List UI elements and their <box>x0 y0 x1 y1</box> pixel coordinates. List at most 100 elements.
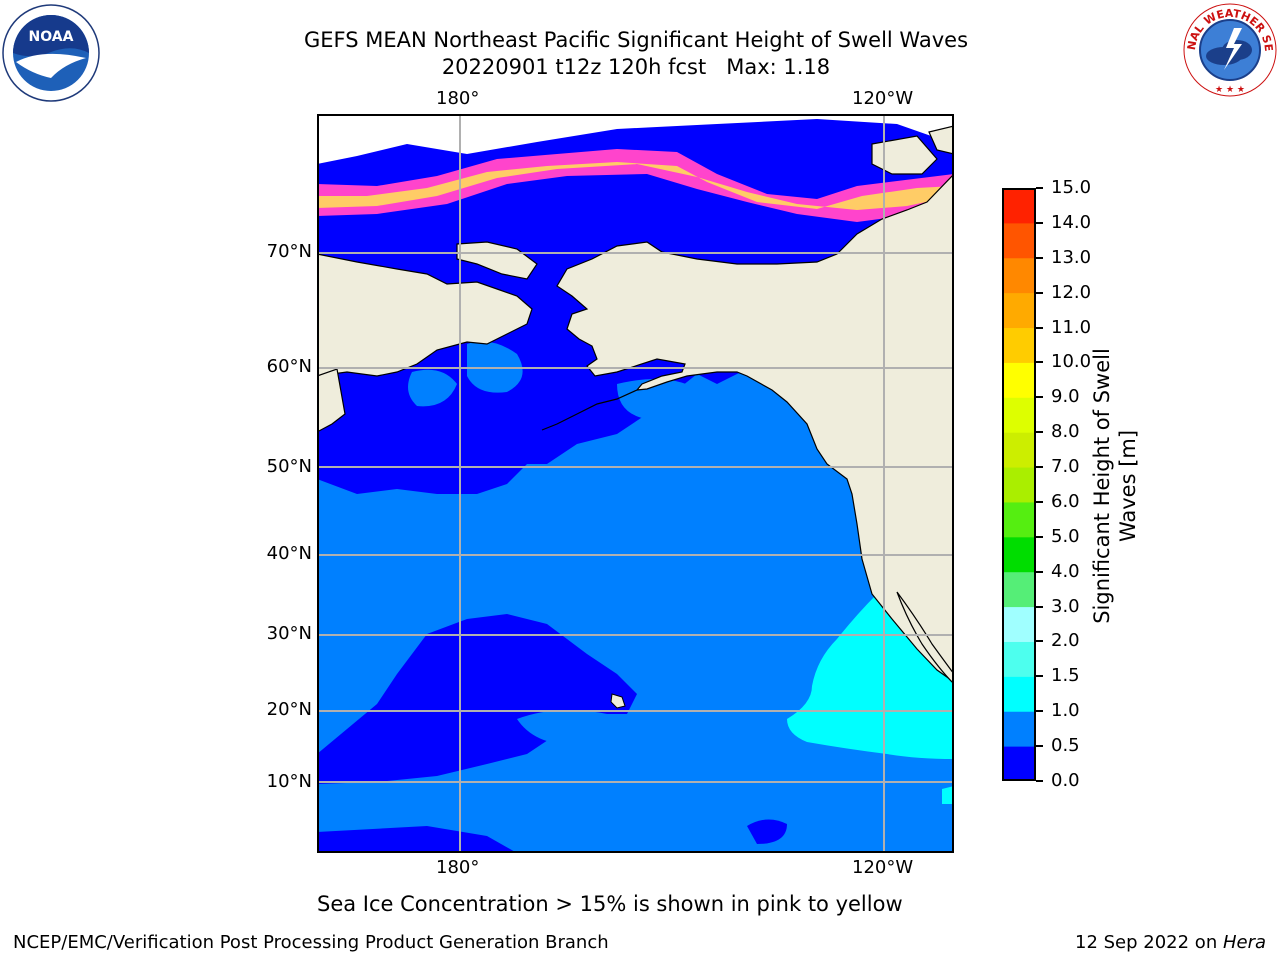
colorbar-segment <box>1003 711 1035 747</box>
lat-label-60n: 60°N <box>266 356 312 377</box>
lon-label-bottom-180: 180° <box>436 857 480 878</box>
low-swell-tropics <box>317 614 637 784</box>
colorbar-tick-label: 13.0 <box>1051 246 1092 268</box>
high-swell-patch <box>942 786 954 804</box>
lat-label-50n: 50°N <box>266 456 312 477</box>
lat-label-30n: 30°N <box>266 623 312 644</box>
colorbar-tick-label: 1.5 <box>1051 665 1080 687</box>
footer-branch: NCEP/EMC/Verification Post Processing Pr… <box>13 932 609 953</box>
colorbar-tick-label: 9.0 <box>1051 386 1080 408</box>
bering-patch <box>408 369 457 407</box>
colorbar-segment <box>1003 188 1035 224</box>
map-panel <box>317 114 954 853</box>
colorbar-segment <box>1003 327 1035 363</box>
colorbar-tick-mark <box>1036 640 1043 643</box>
central-pacific-patch <box>517 710 610 745</box>
bering-patch <box>617 379 697 419</box>
colorbar-tick-label: 1.0 <box>1051 700 1080 722</box>
land-arctic-island <box>871 135 938 175</box>
colorbar-segment <box>1003 292 1035 329</box>
colorbar-tick-label: 0.0 <box>1051 770 1080 791</box>
colorbar-tick-mark <box>1036 745 1043 748</box>
lon-label-top-180: 180° <box>436 88 480 109</box>
footer-date: 12 Sep 2022 on Hera <box>1075 932 1266 954</box>
noaa-logo: NOAA <box>2 4 100 102</box>
colorbar-tick-mark <box>1036 605 1043 608</box>
land-aleutian-chain <box>541 389 638 431</box>
colorbar-tick-label: 4.0 <box>1051 560 1080 582</box>
svg-text:★ ★ ★: ★ ★ ★ <box>1215 85 1245 95</box>
colorbar-tick-label: 10.0 <box>1051 351 1092 373</box>
colorbar-tick-mark <box>1036 256 1043 259</box>
colorbar-segment <box>1003 606 1035 642</box>
colorbar-tick-mark <box>1036 221 1043 224</box>
southern-strip <box>317 826 517 853</box>
colorbar-tick-mark <box>1036 326 1043 329</box>
arctic-open <box>317 114 954 164</box>
land-kamchatka <box>317 368 346 433</box>
footer-date-text: 12 Sep 2022 on <box>1075 932 1223 953</box>
graticule <box>317 114 954 853</box>
colorbar-segment <box>1003 641 1035 677</box>
colorbar-tick-mark <box>1036 396 1043 399</box>
colorbar-tick-mark <box>1036 710 1043 713</box>
lat-label-20n: 20°N <box>266 699 312 720</box>
colorbar-segment <box>1003 746 1035 781</box>
colorbar-segment <box>1003 571 1035 608</box>
lat-label-70n: 70°N <box>266 241 312 262</box>
colorbar-tick-mark <box>1036 187 1043 189</box>
colorbar-label-line2: Waves [m] <box>1116 429 1140 543</box>
lon-label-top-120w: 120°W <box>852 88 914 109</box>
land-chukotka-tip <box>456 241 538 280</box>
footer-machine: Hera <box>1222 932 1266 953</box>
land-baja <box>896 591 954 685</box>
colorbar-segment <box>1003 501 1035 538</box>
colorbar-tick-mark <box>1036 780 1043 782</box>
colorbar-segment <box>1003 362 1035 398</box>
colorbar-tick-label: 11.0 <box>1051 316 1092 338</box>
colorbar-tick-mark <box>1036 535 1043 538</box>
colorbar-segment <box>1003 432 1035 468</box>
land-hawaii <box>610 693 626 709</box>
lat-label-10n: 10°N <box>266 771 312 792</box>
colorbar-tick-label: 0.5 <box>1051 735 1080 757</box>
colorbar-tick-label: 5.0 <box>1051 525 1080 547</box>
chart-subtitle: 20220901 t12z 120h fcst Max: 1.18 <box>441 55 831 79</box>
lat-label-40n: 40°N <box>266 543 312 564</box>
colorbar-tick-label: 2.0 <box>1051 630 1080 652</box>
colorbar-tick-mark <box>1036 570 1043 573</box>
colorbar-tick-label: 15.0 <box>1051 177 1092 198</box>
colorbar-tick-mark <box>1036 431 1043 434</box>
map-frame <box>317 114 954 853</box>
colorbar-segment <box>1003 536 1035 573</box>
sea-ice-caption: Sea Ice Concentration > 15% is shown in … <box>317 892 903 916</box>
colorbar-segment <box>1003 467 1035 503</box>
land-arctic-island <box>928 125 954 155</box>
svg-text:NOAA: NOAA <box>29 29 74 45</box>
colorbar-tick-label: 8.0 <box>1051 421 1080 443</box>
colorbar-tick-label: 3.0 <box>1051 595 1080 617</box>
chart-title: GEFS MEAN Northeast Pacific Significant … <box>303 28 969 52</box>
colorbar-tick-label: 7.0 <box>1051 456 1080 478</box>
colorbar-tick-label: 6.0 <box>1051 490 1080 512</box>
lon-label-bottom-120w: 120°W <box>852 857 914 878</box>
land-north-america <box>556 173 954 683</box>
colorbar-tick-label: 12.0 <box>1051 281 1092 303</box>
colorbar-tick-mark <box>1036 291 1043 294</box>
colorbar-label-line1: Significant Height of Swell <box>1090 348 1114 624</box>
colorbar-segment <box>1003 676 1035 712</box>
colorbar <box>1002 188 1036 781</box>
colorbar-tick-mark <box>1036 675 1043 678</box>
colorbar-frame <box>1002 188 1036 781</box>
sea-ice-yellow <box>317 162 954 210</box>
colorbar-tick-mark <box>1036 500 1043 503</box>
colorbar-segment <box>1003 257 1035 294</box>
nws-logo: NATIONAL WEATHER SERVICE ★ ★ ★ <box>1177 0 1278 98</box>
land-asia <box>317 253 533 377</box>
colorbar-tick-label: 14.0 <box>1051 211 1092 233</box>
colorbar-segment <box>1003 222 1035 259</box>
southern-patch <box>747 819 787 844</box>
colorbar-tick-mark <box>1036 466 1043 469</box>
colorbar-tick-mark <box>1036 361 1043 364</box>
colorbar-segment <box>1003 397 1035 433</box>
